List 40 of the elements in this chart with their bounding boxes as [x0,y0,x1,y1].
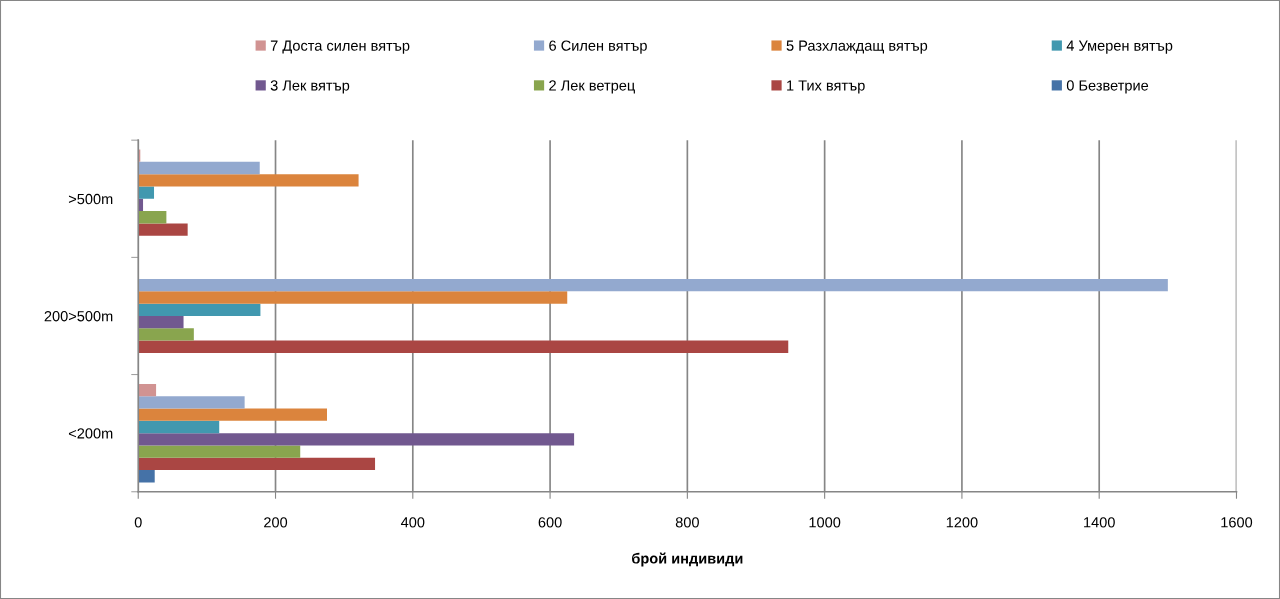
bar [138,383,157,397]
x-tick-label: 1200 [946,517,978,528]
legend-label: 3 Лек вятър [270,80,350,94]
bar [138,470,155,483]
x-tick-label: 1600 [1221,517,1253,528]
bar [138,408,327,421]
bar [138,223,188,236]
x-tick-label: 600 [538,517,562,528]
x-tick-label: 200 [264,517,288,528]
x-axis-title: брой индивиди [632,552,743,567]
legend-label: 4 Умерен вятър [1066,40,1173,54]
bar [138,303,261,316]
bar [138,279,1168,292]
x-tick-label: 800 [675,517,699,528]
bar [138,186,155,199]
bar [138,328,194,341]
y-tick-label: >500m [68,193,113,205]
x-tick-label: 1400 [1084,517,1115,528]
bar [138,174,359,187]
x-tick-label: 400 [400,517,425,528]
legend-label: 7 Доста силен вятър [270,40,410,54]
bar [138,396,245,409]
y-tick-label: <200m [68,428,113,439]
bar [138,340,789,353]
legend-label: 5 Разхлаждащ вятър [786,40,928,54]
legend-label: 6 Силен вятър [549,40,647,54]
x-tick-label: 0 [134,517,142,528]
bar [138,445,301,458]
legend-label: 2 Лек ветрец [549,80,635,94]
bar [138,161,260,175]
legend-label: 1 Тих вятър [787,80,865,94]
y-tick-label: 200>500m [44,311,113,322]
bar [138,315,184,329]
bar [138,211,167,224]
bar [138,457,376,471]
bar [138,420,220,434]
bar [138,433,575,446]
legend-label: 0 Безветрие [1066,80,1149,94]
x-tick-label: 1000 [809,517,841,528]
bar [138,291,568,304]
